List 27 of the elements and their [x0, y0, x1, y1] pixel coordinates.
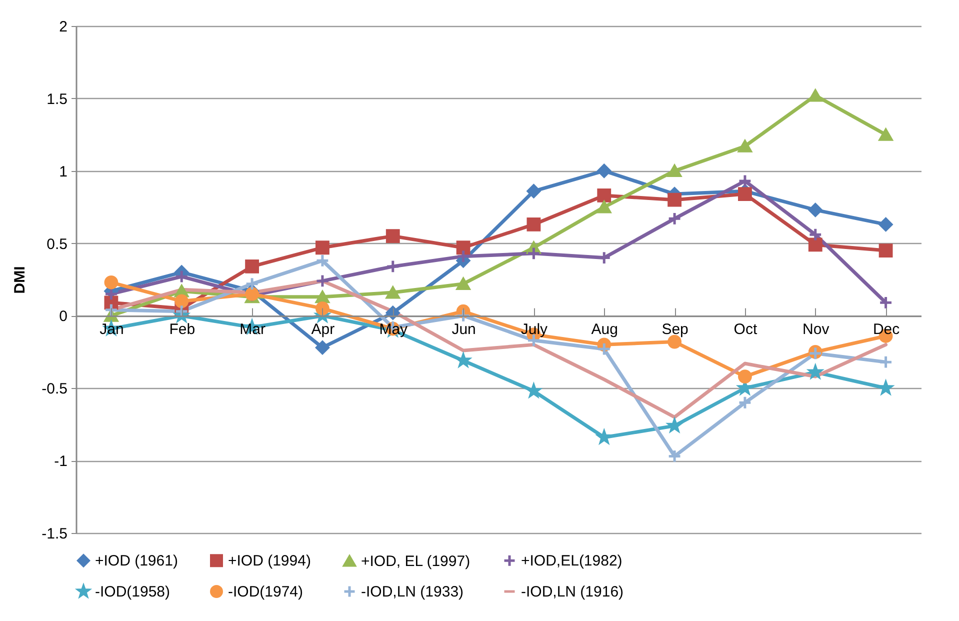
y-axis-title: DMI [12, 266, 29, 294]
x-tick-label: Apr [311, 321, 335, 338]
y-tick-label: 1 [59, 163, 68, 180]
x-tick-label: Nov [802, 321, 830, 338]
x-tick-label: Oct [734, 321, 758, 338]
legend-label: -IOD(1958) [95, 584, 170, 600]
x-tick-label: May [379, 321, 408, 338]
legend-label: +IOD,EL(1982) [521, 552, 622, 570]
legend-label: -IOD,LN (1933) [361, 584, 464, 600]
legend-label: +IOD, EL (1997) [361, 552, 470, 570]
legend-label: +IOD (1994) [228, 552, 311, 570]
x-tick-label: Aug [591, 321, 618, 338]
legend-label: -IOD(1974) [228, 584, 304, 600]
y-tick-label: -1 [54, 453, 68, 470]
legend-label: -IOD,LN (1916) [521, 584, 624, 600]
y-tick-label: 0.5 [46, 236, 68, 253]
y-tick-label: 2 [59, 18, 68, 36]
x-tick-label: Feb [169, 321, 196, 338]
x-tick-label: Dec [872, 321, 900, 338]
y-tick-label: 0 [59, 308, 68, 326]
y-tick-label: 1.5 [46, 90, 68, 108]
legend-label: +IOD (1961) [95, 552, 178, 570]
x-tick-label: Jun [452, 321, 476, 338]
y-tick-label: -1.5 [42, 526, 68, 542]
y-tick-label: -0.5 [42, 380, 68, 398]
x-tick-label: Jan [100, 321, 124, 338]
x-tick-label: Sep [662, 321, 688, 338]
